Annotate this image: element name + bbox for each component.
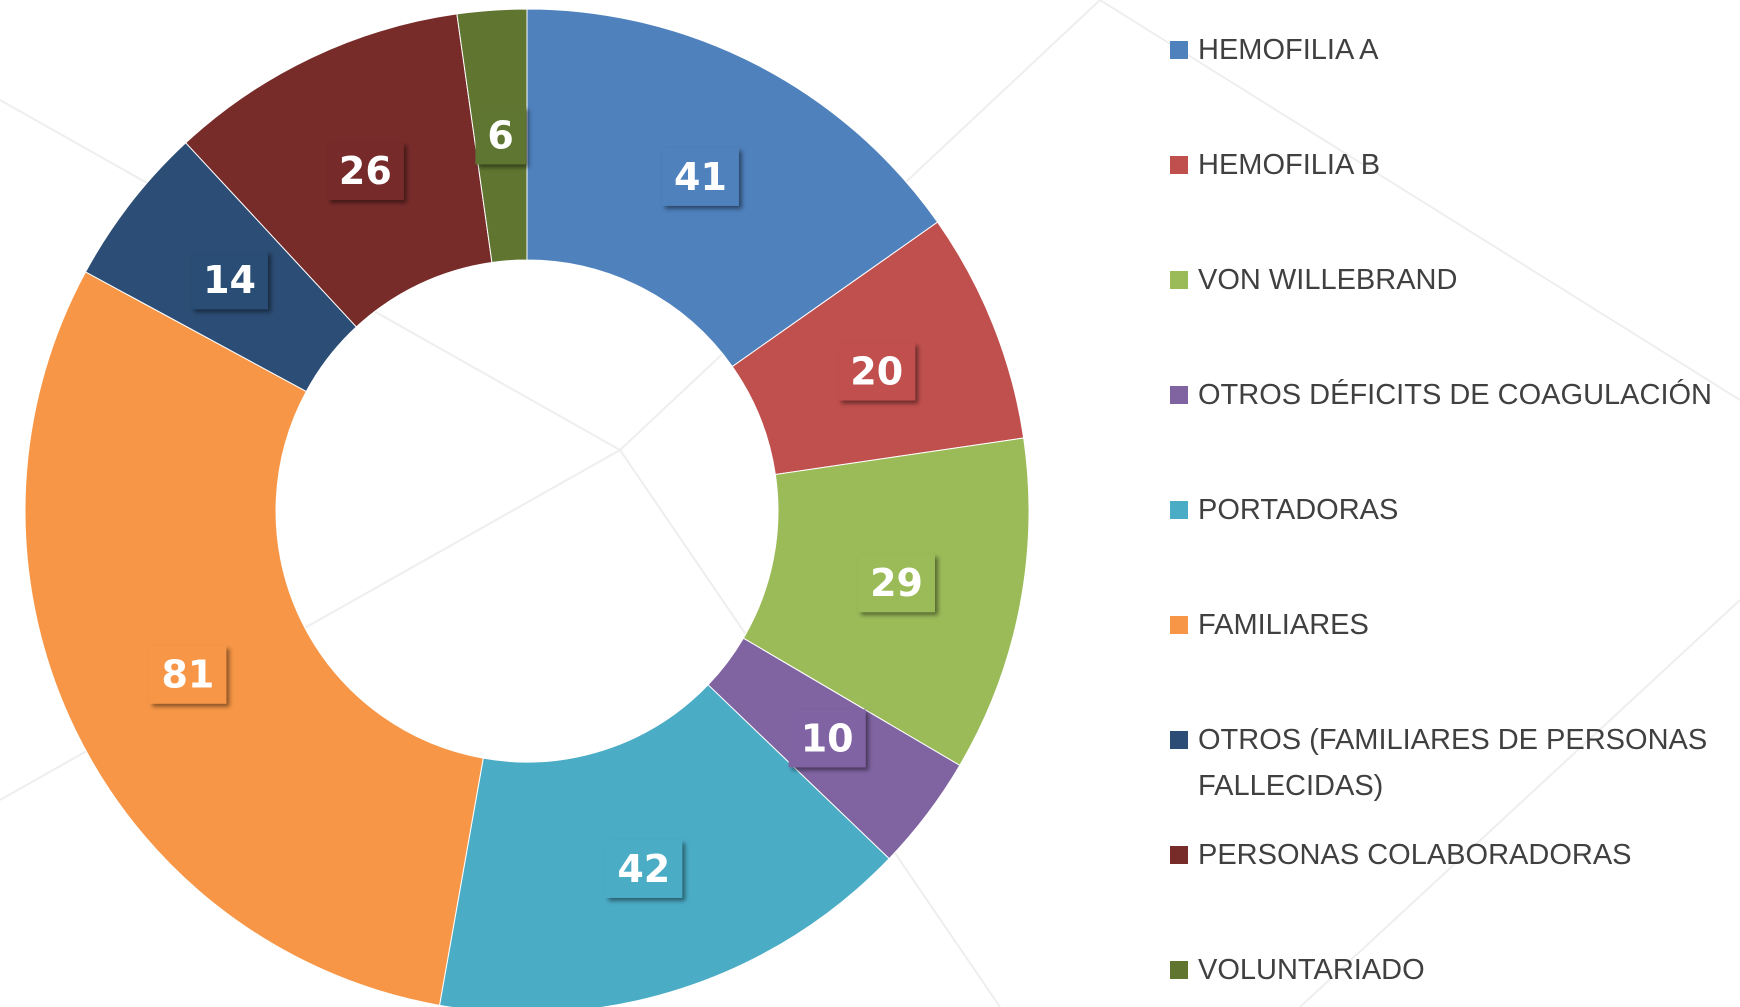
legend-label: HEMOFILIA B bbox=[1198, 149, 1381, 181]
data-label: 14 bbox=[191, 251, 268, 310]
data-label-box bbox=[858, 554, 935, 613]
data-label: 10 bbox=[788, 709, 866, 768]
data-label-box bbox=[662, 147, 739, 206]
data-label-box bbox=[788, 709, 866, 768]
legend-item: PERSONAS COLABORADORAS bbox=[1170, 832, 1730, 878]
legend-label: PERSONAS COLABORADORAS bbox=[1198, 839, 1632, 871]
data-label-box bbox=[191, 251, 268, 310]
legend-label: FAMILIARES bbox=[1198, 609, 1369, 641]
data-label-box bbox=[149, 645, 227, 704]
legend-swatch bbox=[1170, 501, 1188, 519]
data-label: 6 bbox=[475, 106, 526, 165]
legend-label: VON WILLEBRAND bbox=[1198, 264, 1458, 296]
data-label-box bbox=[605, 839, 683, 898]
legend-item: FAMILIARES bbox=[1170, 602, 1730, 648]
legend-swatch bbox=[1170, 961, 1188, 979]
data-label-text: 81 bbox=[161, 653, 214, 697]
data-label-text: 41 bbox=[674, 155, 727, 199]
legend-label: PORTADORAS bbox=[1198, 494, 1399, 526]
legend-item: OTROS (FAMILIARES DE PERSONAS FALLECIDAS… bbox=[1170, 717, 1730, 809]
donut-segment bbox=[24, 271, 484, 1006]
legend-item: PORTADORAS bbox=[1170, 487, 1730, 533]
data-label-text: 10 bbox=[801, 716, 854, 760]
data-label-text: 20 bbox=[850, 350, 903, 394]
legend-label: HEMOFILIA A bbox=[1198, 34, 1379, 66]
data-label: 81 bbox=[149, 645, 227, 704]
legend-label: OTROS (FAMILIARES DE PERSONAS FALLECIDAS… bbox=[1198, 724, 1708, 802]
legend-swatch bbox=[1170, 846, 1188, 864]
legend-item: HEMOFILIA A bbox=[1170, 27, 1730, 73]
data-label: 20 bbox=[838, 342, 916, 401]
legend-swatch bbox=[1170, 156, 1188, 174]
legend-item: VOLUNTARIADO bbox=[1170, 947, 1730, 993]
legend-item: VON WILLEBRAND bbox=[1170, 257, 1730, 303]
legend-swatch bbox=[1170, 731, 1188, 749]
data-label: 26 bbox=[326, 141, 404, 200]
legend-item: OTROS DÉFICITS DE COAGULACIÓN bbox=[1170, 372, 1730, 418]
data-label-box bbox=[838, 342, 916, 401]
data-label: 41 bbox=[662, 147, 739, 206]
data-label-text: 42 bbox=[617, 847, 670, 891]
legend-item: HEMOFILIA B bbox=[1170, 142, 1730, 188]
data-label-text: 14 bbox=[203, 258, 256, 302]
data-label-text: 26 bbox=[339, 149, 392, 193]
data-label: 29 bbox=[858, 554, 935, 613]
legend-label: OTROS DÉFICITS DE COAGULACIÓN bbox=[1198, 379, 1712, 411]
data-label-text: 29 bbox=[870, 561, 923, 605]
legend-swatch bbox=[1170, 271, 1188, 289]
legend-swatch bbox=[1170, 616, 1188, 634]
legend-swatch bbox=[1170, 386, 1188, 404]
data-label-text: 6 bbox=[487, 113, 513, 157]
data-label-box bbox=[475, 106, 526, 165]
data-label: 42 bbox=[605, 839, 683, 898]
data-label-box bbox=[326, 141, 404, 200]
legend-swatch bbox=[1170, 41, 1188, 59]
legend-label: VOLUNTARIADO bbox=[1198, 954, 1425, 986]
